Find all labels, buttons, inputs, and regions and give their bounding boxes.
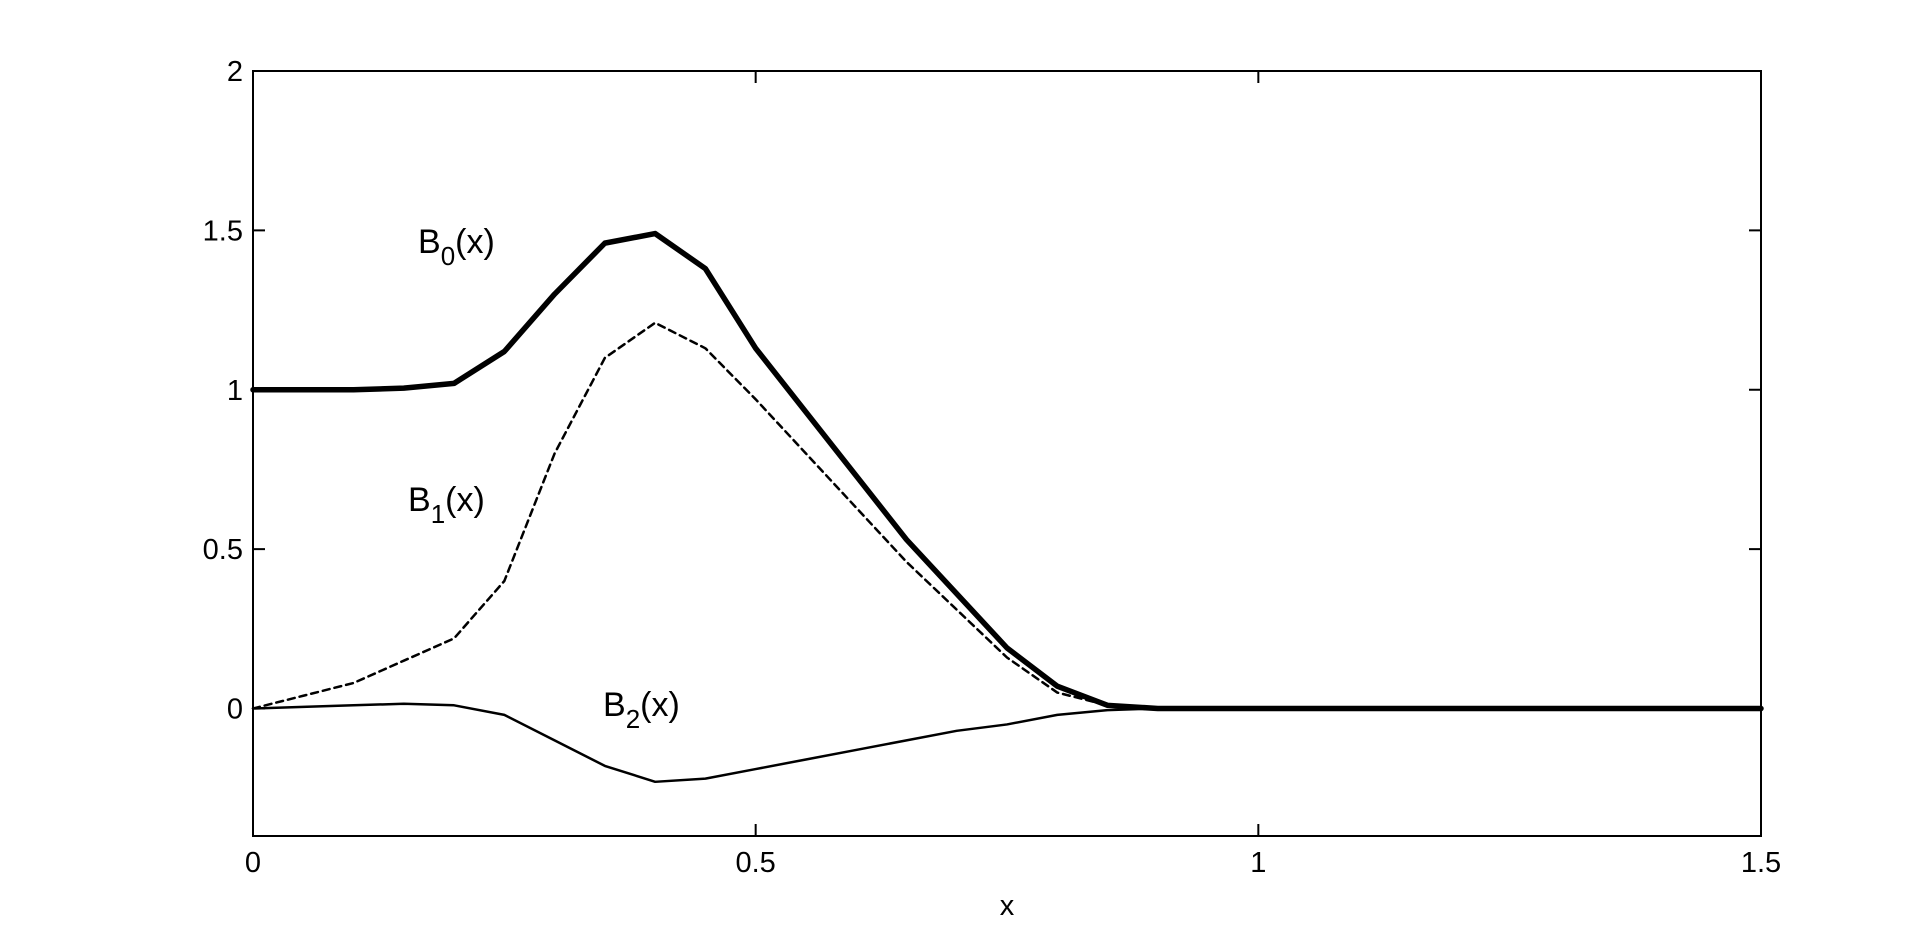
y-tick-label: 0 (227, 694, 243, 726)
series-line (250, 230, 1764, 712)
label-subscript: 2 (626, 704, 640, 734)
label-base: B (408, 481, 431, 519)
series-line (251, 321, 1763, 710)
y-tick-label: 2 (227, 56, 243, 88)
y-tick-label: 0.5 (203, 534, 243, 566)
label-subscript: 1 (431, 499, 445, 529)
series-label: B1(x) (408, 481, 485, 529)
y-tick-label: 1 (227, 375, 243, 407)
x-tick-label: 1.5 (1741, 847, 1781, 879)
label-suffix: (x) (640, 686, 680, 724)
x-tick-label: 0 (245, 847, 261, 879)
label-subscript: 0 (441, 241, 455, 271)
x-tick-label: 0.5 (736, 847, 776, 879)
x-tick-label: 1 (1250, 847, 1266, 879)
series-label: B0(x) (418, 223, 495, 271)
label-base: B (418, 223, 441, 261)
plot-frame (252, 70, 1762, 837)
label-suffix: (x) (445, 481, 485, 519)
x-axis-label: x (1000, 890, 1015, 922)
label-suffix: (x) (455, 223, 495, 261)
label-base: B (603, 686, 626, 724)
y-tick-label: 1.5 (203, 215, 243, 247)
series-label: B2(x) (603, 686, 680, 734)
series-line (251, 702, 1763, 784)
